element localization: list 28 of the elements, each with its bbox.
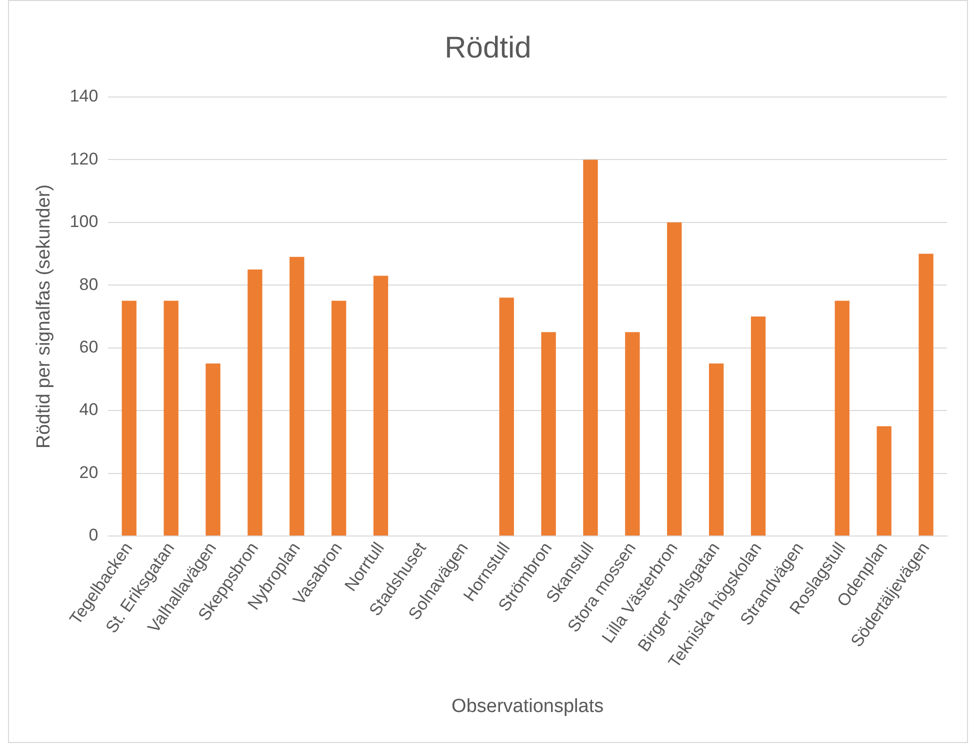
chart-title: Rödtid <box>444 31 532 64</box>
bar <box>248 269 262 536</box>
x-axis-title: Observationsplats <box>452 696 604 717</box>
bar <box>708 364 724 536</box>
bar <box>583 160 598 536</box>
bar <box>750 316 766 536</box>
bar <box>206 364 220 536</box>
bar <box>541 332 556 536</box>
y-tick-label: 20 <box>79 462 98 482</box>
y-tick-label: 60 <box>79 338 98 357</box>
y-tick-label: 0 <box>88 526 98 545</box>
bar <box>164 300 178 536</box>
bar <box>625 332 640 536</box>
bar <box>667 222 682 536</box>
bar <box>290 256 304 536</box>
y-tick-label: 40 <box>79 400 98 420</box>
bar <box>332 300 346 536</box>
bar <box>499 298 514 536</box>
bar <box>122 300 136 536</box>
bar <box>876 426 892 536</box>
y-axis-title: Rödtid per signalfas (sekunder) <box>34 184 55 448</box>
y-tick-label: 100 <box>70 212 98 232</box>
y-tick-label: 120 <box>70 149 98 168</box>
y-tick-label: 140 <box>70 86 98 106</box>
bar <box>918 254 934 536</box>
bar <box>373 276 388 536</box>
bar <box>834 300 850 536</box>
y-tick-label: 80 <box>79 274 98 294</box>
